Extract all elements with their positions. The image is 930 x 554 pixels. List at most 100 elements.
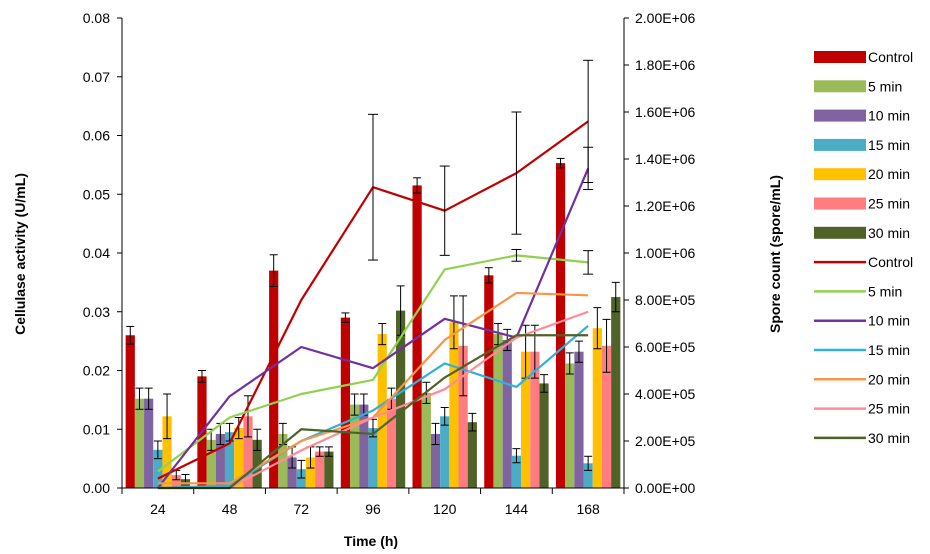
bar (215, 433, 225, 488)
bar (386, 398, 396, 488)
legend-swatch (814, 109, 866, 122)
legend-swatch (814, 168, 866, 181)
right-tick-label: 1.40E+06 (635, 151, 696, 167)
legend-label: 20 min (868, 371, 910, 387)
legend-label: 5 min (868, 78, 902, 94)
bar (458, 345, 468, 488)
right-tick-label: 4.00E+05 (635, 386, 696, 402)
x-tick-label: 96 (365, 501, 381, 517)
bar (350, 404, 360, 488)
x-tick-label: 72 (293, 501, 309, 517)
x-tick-label: 48 (222, 501, 238, 517)
bar (125, 335, 135, 488)
right-tick-label: 1.20E+06 (635, 198, 696, 214)
legend-label: 5 min (868, 283, 902, 299)
legend-label: 30 min (868, 225, 910, 241)
bar (359, 404, 369, 488)
legend-swatch (814, 138, 866, 151)
bar (502, 339, 512, 488)
bar (234, 428, 244, 488)
legend-swatch (814, 80, 866, 93)
bar (592, 328, 602, 488)
bar-series-group (125, 157, 621, 489)
bar (601, 345, 612, 488)
bar (449, 322, 459, 488)
bar (467, 422, 477, 488)
bar (153, 449, 163, 488)
left-tick-label: 0.00 (83, 480, 110, 496)
legend-label: 25 min (868, 196, 910, 212)
legend-label: Control (868, 254, 913, 270)
y2-axis-title: Spore count (spore/mL) (767, 175, 783, 333)
bar (315, 451, 325, 488)
legend-label: 10 min (868, 313, 910, 329)
right-axis-ticks: 0.00E+00 2.00E+05 4.00E+05 6.00E+05 8.00E+05… (624, 10, 696, 496)
left-axis-ticks: 0.00 0.01 0.02 0.03 0.04 0.05 0.06 0.07 0.08 (83, 10, 122, 496)
bar (324, 451, 334, 488)
bar (565, 363, 575, 488)
legend-label: Control (868, 49, 913, 65)
legend-label: 25 min (868, 401, 910, 417)
left-tick-label: 0.07 (83, 69, 110, 85)
bar (396, 310, 406, 488)
legend-label: 15 min (868, 137, 910, 153)
bar (287, 457, 297, 488)
x-axis-ticks: 24 48 72 96 120 144 168 (121, 488, 625, 517)
bar (539, 383, 549, 488)
bar (377, 334, 387, 488)
legend-swatch (814, 51, 866, 63)
legend-label: 20 min (868, 166, 910, 182)
axes (121, 18, 625, 489)
right-tick-label: 6.00E+05 (635, 339, 696, 355)
bar (144, 398, 154, 488)
legend-label: 10 min (868, 108, 910, 124)
bar (493, 334, 503, 488)
right-tick-label: 2.00E+06 (635, 10, 696, 26)
left-tick-label: 0.02 (83, 363, 110, 379)
right-tick-label: 1.00E+06 (635, 245, 696, 261)
line-series-group (156, 59, 594, 490)
bar (430, 433, 441, 488)
legend: Control 5 min 10 min 15 min 20 min 25 min 30 m… (814, 49, 913, 446)
left-tick-label: 0.01 (83, 421, 110, 437)
right-tick-label: 1.60E+06 (635, 104, 696, 120)
bar (269, 270, 279, 488)
series-line (157, 325, 589, 490)
left-tick-label: 0.04 (83, 245, 110, 261)
bar (555, 163, 566, 489)
left-tick-label: 0.05 (83, 186, 110, 202)
right-tick-label: 2.00E+05 (635, 433, 696, 449)
bar (611, 297, 621, 488)
x-tick-label: 144 (505, 501, 529, 517)
bar (206, 439, 216, 488)
bar (583, 463, 593, 488)
bar (340, 317, 350, 488)
bar (368, 428, 378, 488)
right-tick-label: 1.80E+06 (635, 57, 696, 73)
bar (296, 469, 306, 488)
bar (440, 416, 450, 488)
bar (252, 439, 262, 488)
legend-label: 30 min (868, 430, 910, 446)
left-tick-label: 0.03 (83, 304, 110, 320)
legend-swatch (814, 197, 866, 210)
left-tick-label: 0.08 (83, 10, 110, 26)
bar (421, 392, 431, 488)
legend-swatch (814, 226, 866, 239)
left-tick-label: 0.06 (83, 128, 110, 144)
x-tick-label: 120 (433, 501, 457, 517)
bar (224, 432, 235, 488)
bar (162, 416, 172, 488)
bar (171, 475, 181, 488)
right-tick-label: 0.00E+00 (635, 480, 696, 496)
bar (574, 351, 584, 488)
bar (243, 416, 253, 488)
bar (305, 457, 316, 488)
x-tick-label: 24 (150, 501, 166, 517)
bar (484, 275, 494, 488)
bar (530, 351, 540, 488)
legend-label: 15 min (868, 342, 910, 358)
bar (511, 455, 522, 488)
bar (134, 398, 145, 488)
